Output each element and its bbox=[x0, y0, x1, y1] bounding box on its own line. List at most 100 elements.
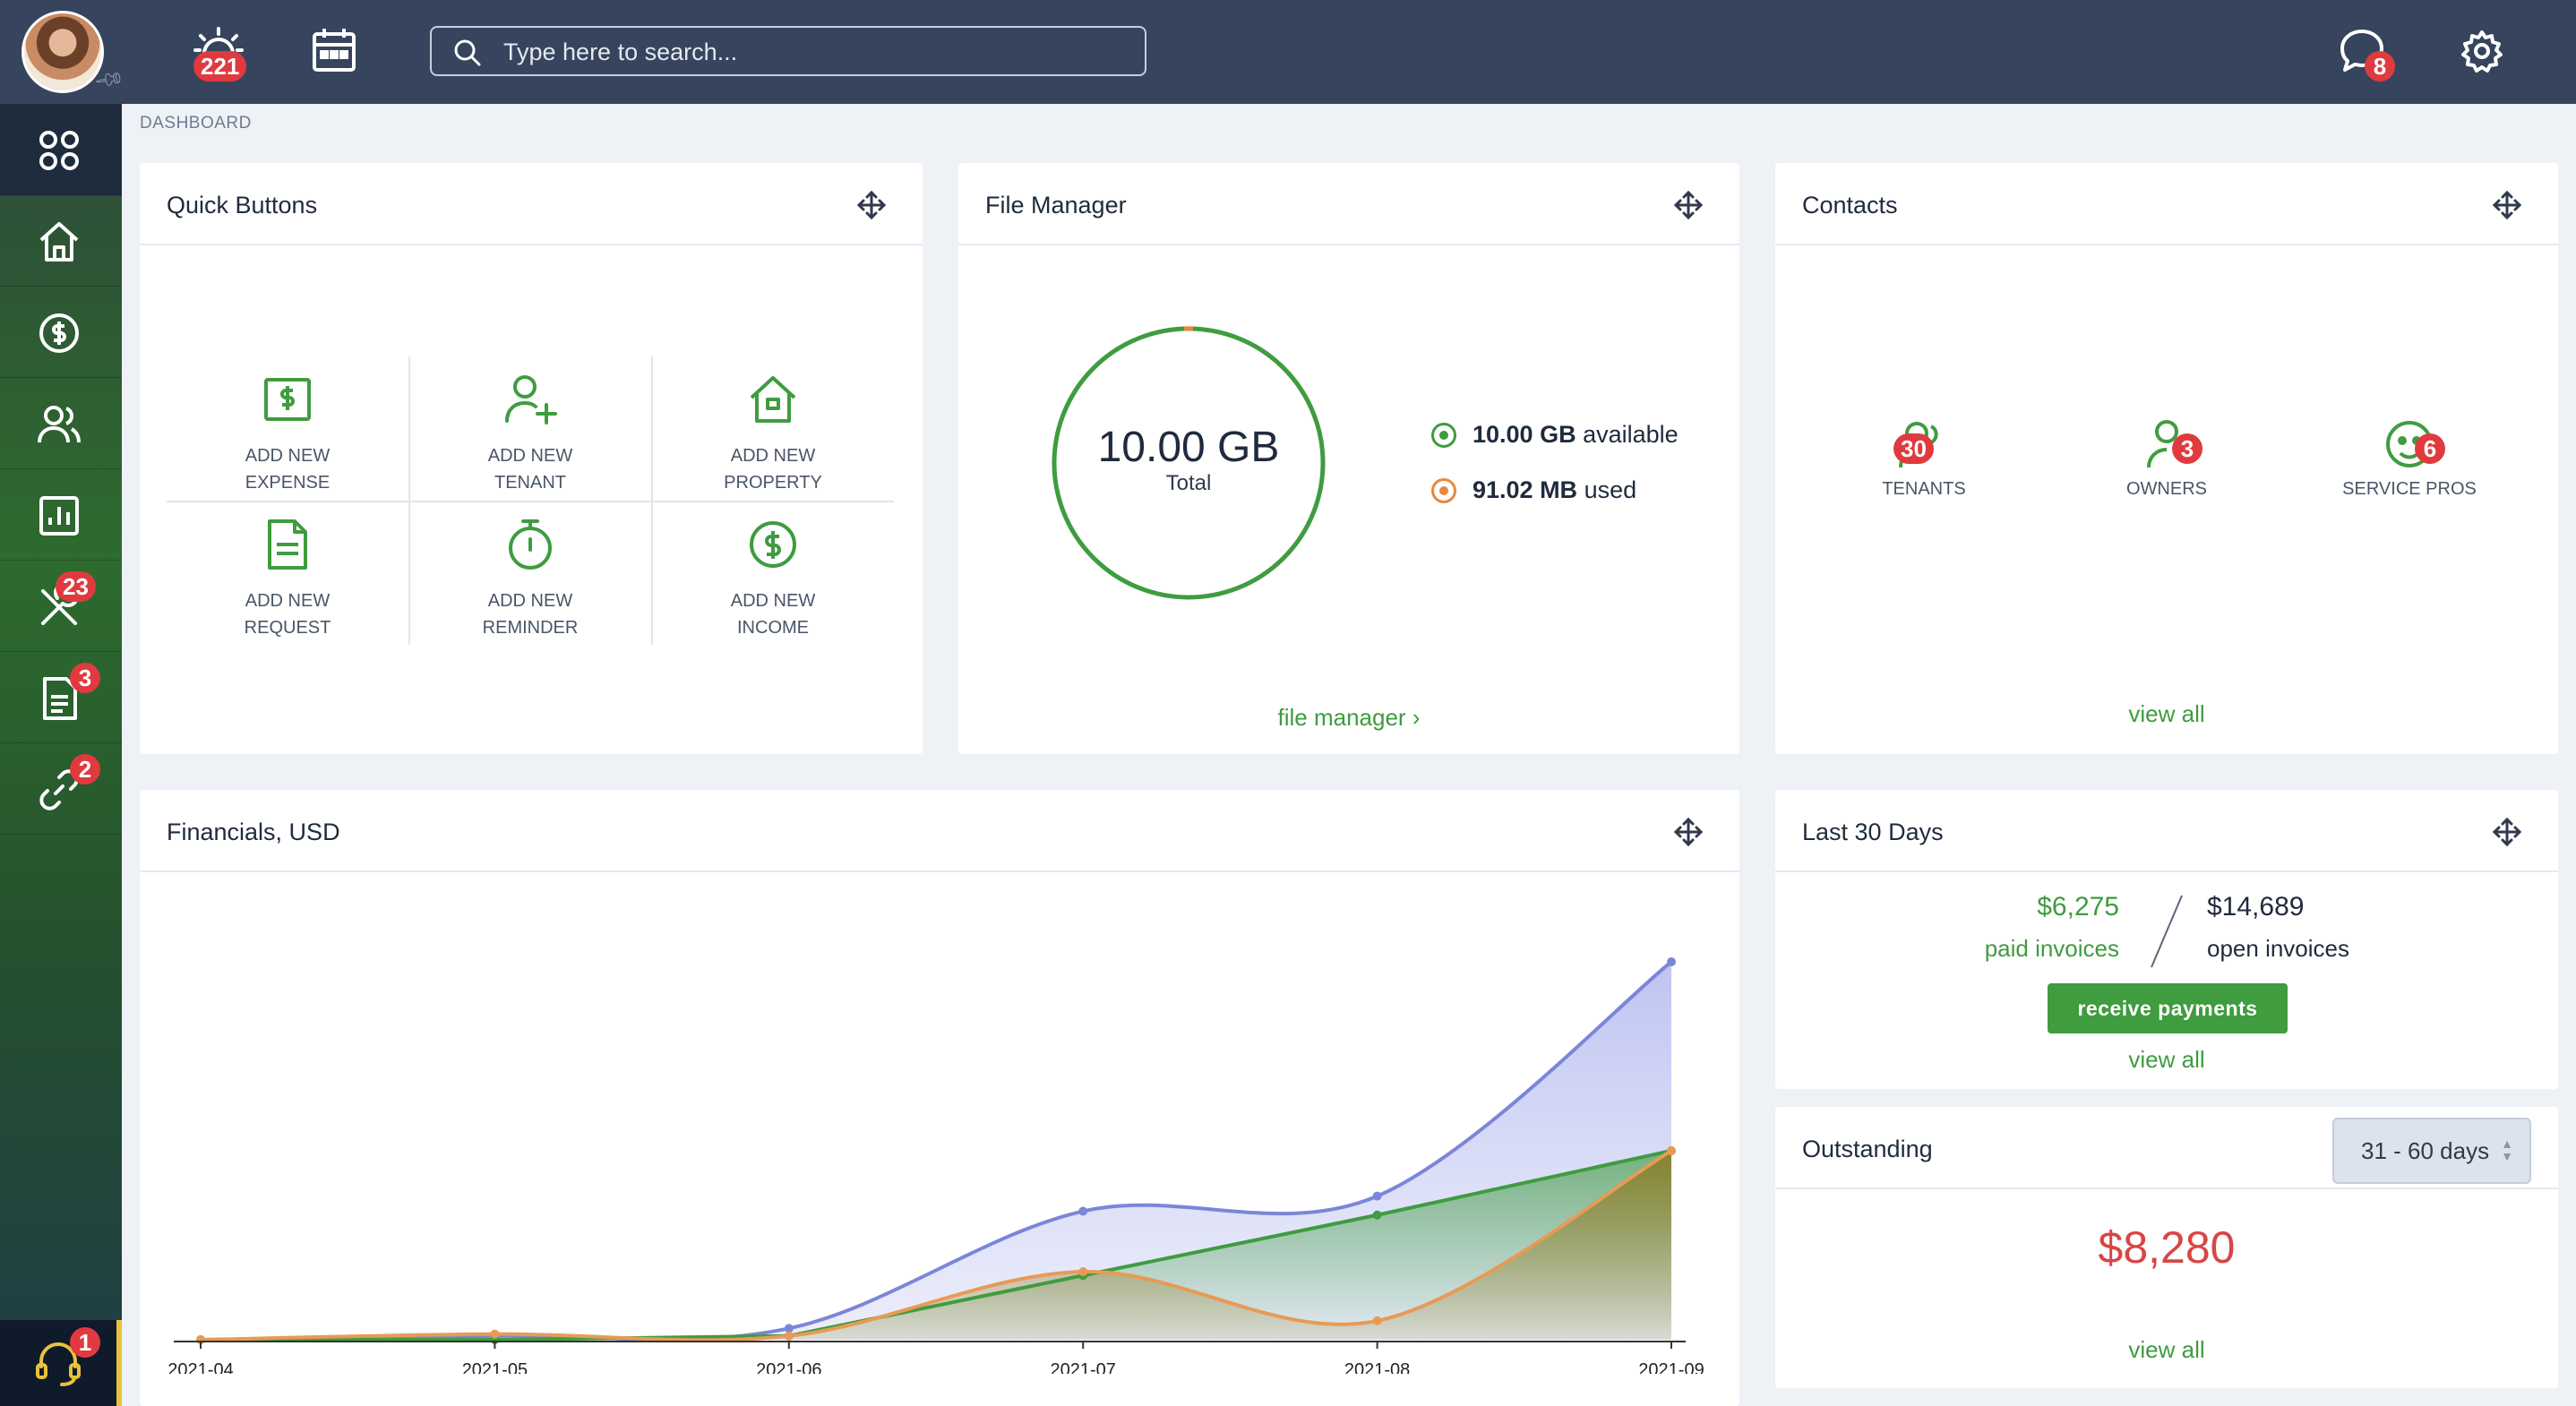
timer-icon bbox=[509, 519, 552, 570]
contacts-view-all-link[interactable]: view all bbox=[2128, 700, 2205, 727]
users-icon bbox=[38, 406, 81, 443]
outstanding-view-all-link[interactable]: view all bbox=[2128, 1336, 2205, 1363]
messages-badge: 8 bbox=[2365, 51, 2395, 81]
series-2-point-4[interactable] bbox=[1372, 1316, 1382, 1325]
x-tick-label: 2021-05 bbox=[462, 1360, 528, 1374]
series-0-point-4[interactable] bbox=[1372, 1191, 1382, 1201]
sort-arrows-icon: ▲ ▼ bbox=[2501, 1136, 2513, 1163]
storage-available: 10.00 GB available bbox=[1473, 421, 1679, 448]
integrations-badge: 2 bbox=[70, 754, 100, 784]
bar-chart-icon bbox=[39, 496, 79, 536]
headset-icon bbox=[36, 1342, 81, 1386]
request-icon bbox=[268, 519, 307, 570]
storage-donut bbox=[1052, 326, 1326, 600]
move-handle-icon[interactable] bbox=[2492, 817, 2522, 847]
x-tick-label: 2021-08 bbox=[1344, 1360, 1410, 1374]
storage-total-value: 10.00 GB bbox=[1097, 424, 1280, 471]
last-30-days-card: Last 30 Days $6,275 paid invoices $14,68… bbox=[1775, 790, 2558, 1089]
card-title: Last 30 Days bbox=[1802, 819, 1944, 845]
used-legend-dot bbox=[1431, 478, 1456, 503]
add-new-reminder-button[interactable]: ADD NEW REMINDER bbox=[409, 505, 651, 648]
paid-invoices-value: $6,275 bbox=[2037, 892, 2119, 922]
sidebar-item-integrations[interactable]: 2 bbox=[0, 743, 122, 835]
series-0-line bbox=[200, 960, 1673, 1342]
document-icon bbox=[43, 677, 77, 720]
owners-count-badge: 3 bbox=[2172, 433, 2202, 464]
search-icon bbox=[454, 39, 481, 66]
sidebar-item-accounting[interactable] bbox=[0, 287, 122, 378]
add-new-income-button[interactable]: ADD NEW INCOME bbox=[652, 505, 894, 648]
series-2-point-5[interactable] bbox=[1667, 1146, 1676, 1155]
series-1-point-4[interactable] bbox=[1372, 1210, 1382, 1220]
move-handle-icon[interactable] bbox=[1673, 817, 1704, 847]
sidebar-item-people[interactable] bbox=[0, 378, 122, 469]
series-2-point-2[interactable] bbox=[784, 1331, 794, 1341]
breadcrumb: DASHBOARD bbox=[140, 114, 252, 133]
tenants-count-badge: 30 bbox=[1893, 433, 1934, 464]
expense-icon bbox=[264, 378, 311, 421]
search-input[interactable] bbox=[503, 35, 1130, 69]
chat-icon[interactable] bbox=[2338, 27, 2386, 75]
add-user-icon bbox=[505, 375, 557, 424]
receive-payments-button[interactable]: receive payments bbox=[2048, 983, 2288, 1033]
add-new-property-button[interactable]: ADD NEW PROPERTY bbox=[652, 360, 894, 503]
owner-icon bbox=[2147, 420, 2178, 468]
add-new-expense-button[interactable]: ADD NEW EXPENSE bbox=[167, 360, 408, 503]
series-0-point-2[interactable] bbox=[784, 1324, 794, 1333]
move-handle-icon[interactable] bbox=[856, 190, 887, 220]
service-pros-count-badge: 6 bbox=[2415, 433, 2445, 464]
x-tick-label: 2021-09 bbox=[1638, 1360, 1704, 1374]
series-0-point-5[interactable] bbox=[1667, 957, 1676, 966]
search-box[interactable] bbox=[430, 26, 1146, 76]
contacts-service-pros[interactable]: 6 SERVICE PROS bbox=[2320, 417, 2499, 500]
card-title: File Manager bbox=[985, 192, 1127, 219]
notifications-badge: 221 bbox=[193, 51, 247, 81]
sidebar-item-home[interactable] bbox=[0, 195, 122, 287]
card-title: Financials, USD bbox=[167, 819, 340, 845]
sidebar: 23 3 2 1 bbox=[0, 104, 122, 1406]
sidebar-item-documents[interactable]: 3 bbox=[0, 652, 122, 743]
available-legend-dot bbox=[1431, 423, 1456, 448]
storage-total-label: Total bbox=[1165, 471, 1212, 495]
avatar[interactable] bbox=[21, 11, 104, 93]
add-new-tenant-button[interactable]: ADD NEW TENANT bbox=[409, 360, 651, 503]
maintenance-badge: 23 bbox=[56, 571, 96, 602]
series-1-line bbox=[201, 1149, 1672, 1342]
house-icon bbox=[750, 376, 796, 423]
series-1-area bbox=[201, 1151, 1671, 1340]
quick-buttons-card: Quick Buttons ADD NEW EXPENSE ADD NEW TENA… bbox=[140, 163, 923, 754]
sidebar-item-maintenance[interactable]: 23 bbox=[0, 561, 122, 652]
last-30-view-all-link[interactable]: view all bbox=[2128, 1046, 2205, 1073]
home-icon bbox=[39, 222, 79, 261]
series-2-point-1[interactable] bbox=[490, 1329, 500, 1339]
x-tick-label: 2021-04 bbox=[167, 1360, 233, 1374]
card-title: Outstanding bbox=[1802, 1136, 1933, 1162]
sun-alert-icon[interactable] bbox=[190, 23, 247, 81]
help-button[interactable]: 1 bbox=[0, 1320, 122, 1406]
move-handle-icon[interactable] bbox=[1673, 190, 1704, 220]
card-title: Quick Buttons bbox=[167, 192, 318, 219]
x-tick-label: 2021-07 bbox=[1050, 1360, 1115, 1374]
open-invoices-value: $14,689 bbox=[2207, 892, 2305, 922]
move-handle-icon[interactable] bbox=[2492, 190, 2522, 220]
income-icon bbox=[750, 521, 796, 568]
gear-icon[interactable] bbox=[2460, 29, 2504, 73]
sidebar-item-reports[interactable] bbox=[0, 469, 122, 561]
series-2-line bbox=[200, 1149, 1673, 1342]
contacts-owners[interactable]: 3 OWNERS bbox=[2077, 417, 2256, 500]
add-new-request-button[interactable]: ADD NEW REQUEST bbox=[167, 505, 408, 648]
contacts-card: Contacts 30 TENANTS 3 OWNERS 6 SERVICE P… bbox=[1775, 163, 2558, 754]
storage-used: 91.02 MB used bbox=[1473, 476, 1637, 503]
range-select[interactable]: 31 - 60 days ▲ ▼ bbox=[2332, 1118, 2531, 1184]
dollar-circle-icon bbox=[39, 313, 79, 353]
series-2-point-3[interactable] bbox=[1078, 1267, 1088, 1277]
documents-badge: 3 bbox=[70, 663, 100, 693]
file-manager-card: File Manager 10.00 GB Total 10.00 GB ava… bbox=[958, 163, 1739, 754]
calendar-icon[interactable] bbox=[308, 25, 360, 77]
open-invoices-label: open invoices bbox=[2207, 935, 2349, 962]
series-0-point-3[interactable] bbox=[1078, 1206, 1088, 1216]
x-tick-label: 2021-06 bbox=[756, 1360, 821, 1374]
file-manager-link[interactable]: file manager › bbox=[1277, 704, 1421, 731]
sidebar-item-dashboard[interactable] bbox=[0, 104, 122, 195]
contacts-tenants[interactable]: 30 TENANTS bbox=[1834, 417, 2014, 500]
